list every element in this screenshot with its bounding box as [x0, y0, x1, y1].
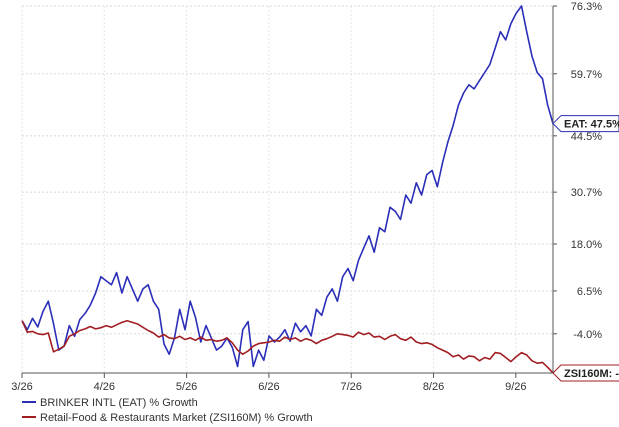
y-tick-label: 18.0%	[571, 239, 602, 251]
y-tick-label: -4.0%	[573, 329, 602, 341]
end-tag-box	[552, 364, 619, 382]
legend-label-zsi160m: Retail-Food & Restaurants Market (ZSI160…	[40, 412, 313, 424]
series-lines	[21, 5, 554, 374]
y-tick-label: 30.7%	[571, 187, 602, 199]
legend-item-eat: BRINKER INTL (EAT) % Growth	[22, 397, 198, 409]
end-tag-label: EAT: 47.5%	[564, 119, 619, 131]
y-tick-label: 76.3%	[571, 1, 602, 13]
x-tick-label: 8/26	[423, 381, 444, 393]
end-tag-label: ZSI160M: -13.6%	[564, 368, 619, 380]
end-value-tags: EAT: 47.5% ZSI160M: -13.6%	[552, 115, 619, 382]
end-tag-box	[552, 115, 619, 133]
x-tick-label: 3/26	[11, 381, 32, 393]
y-tick-label: 59.7%	[571, 69, 602, 81]
axes: 76.3% 59.7% 44.5% 30.7% 18.0% 6.5% -4.0% 3/26 4/…	[11, 1, 602, 393]
x-tick-label: 7/26	[341, 381, 362, 393]
y-tick-label: 6.5%	[577, 286, 602, 298]
y-tick-label: 44.5%	[571, 131, 602, 143]
legend-item-zsi160m: Retail-Food & Restaurants Market (ZSI160…	[22, 412, 313, 424]
end-tag-eat: EAT: 47.5%	[552, 115, 619, 133]
legend-label-eat: BRINKER INTL (EAT) % Growth	[40, 397, 198, 409]
series-line-eat	[21, 5, 554, 368]
x-tick-label: 4/26	[94, 381, 115, 393]
x-tick-label: 6/26	[258, 381, 279, 393]
legend-swatch-zsi160m	[22, 416, 36, 419]
series-line-zsi160m	[21, 319, 554, 374]
grid-lines	[21, 5, 553, 373]
end-tag-zsi160m: ZSI160M: -13.6%	[552, 364, 619, 382]
legend-swatch-eat	[22, 401, 36, 404]
x-tick-label: 5/26	[176, 381, 197, 393]
x-tick-label: 9/26	[505, 381, 526, 393]
